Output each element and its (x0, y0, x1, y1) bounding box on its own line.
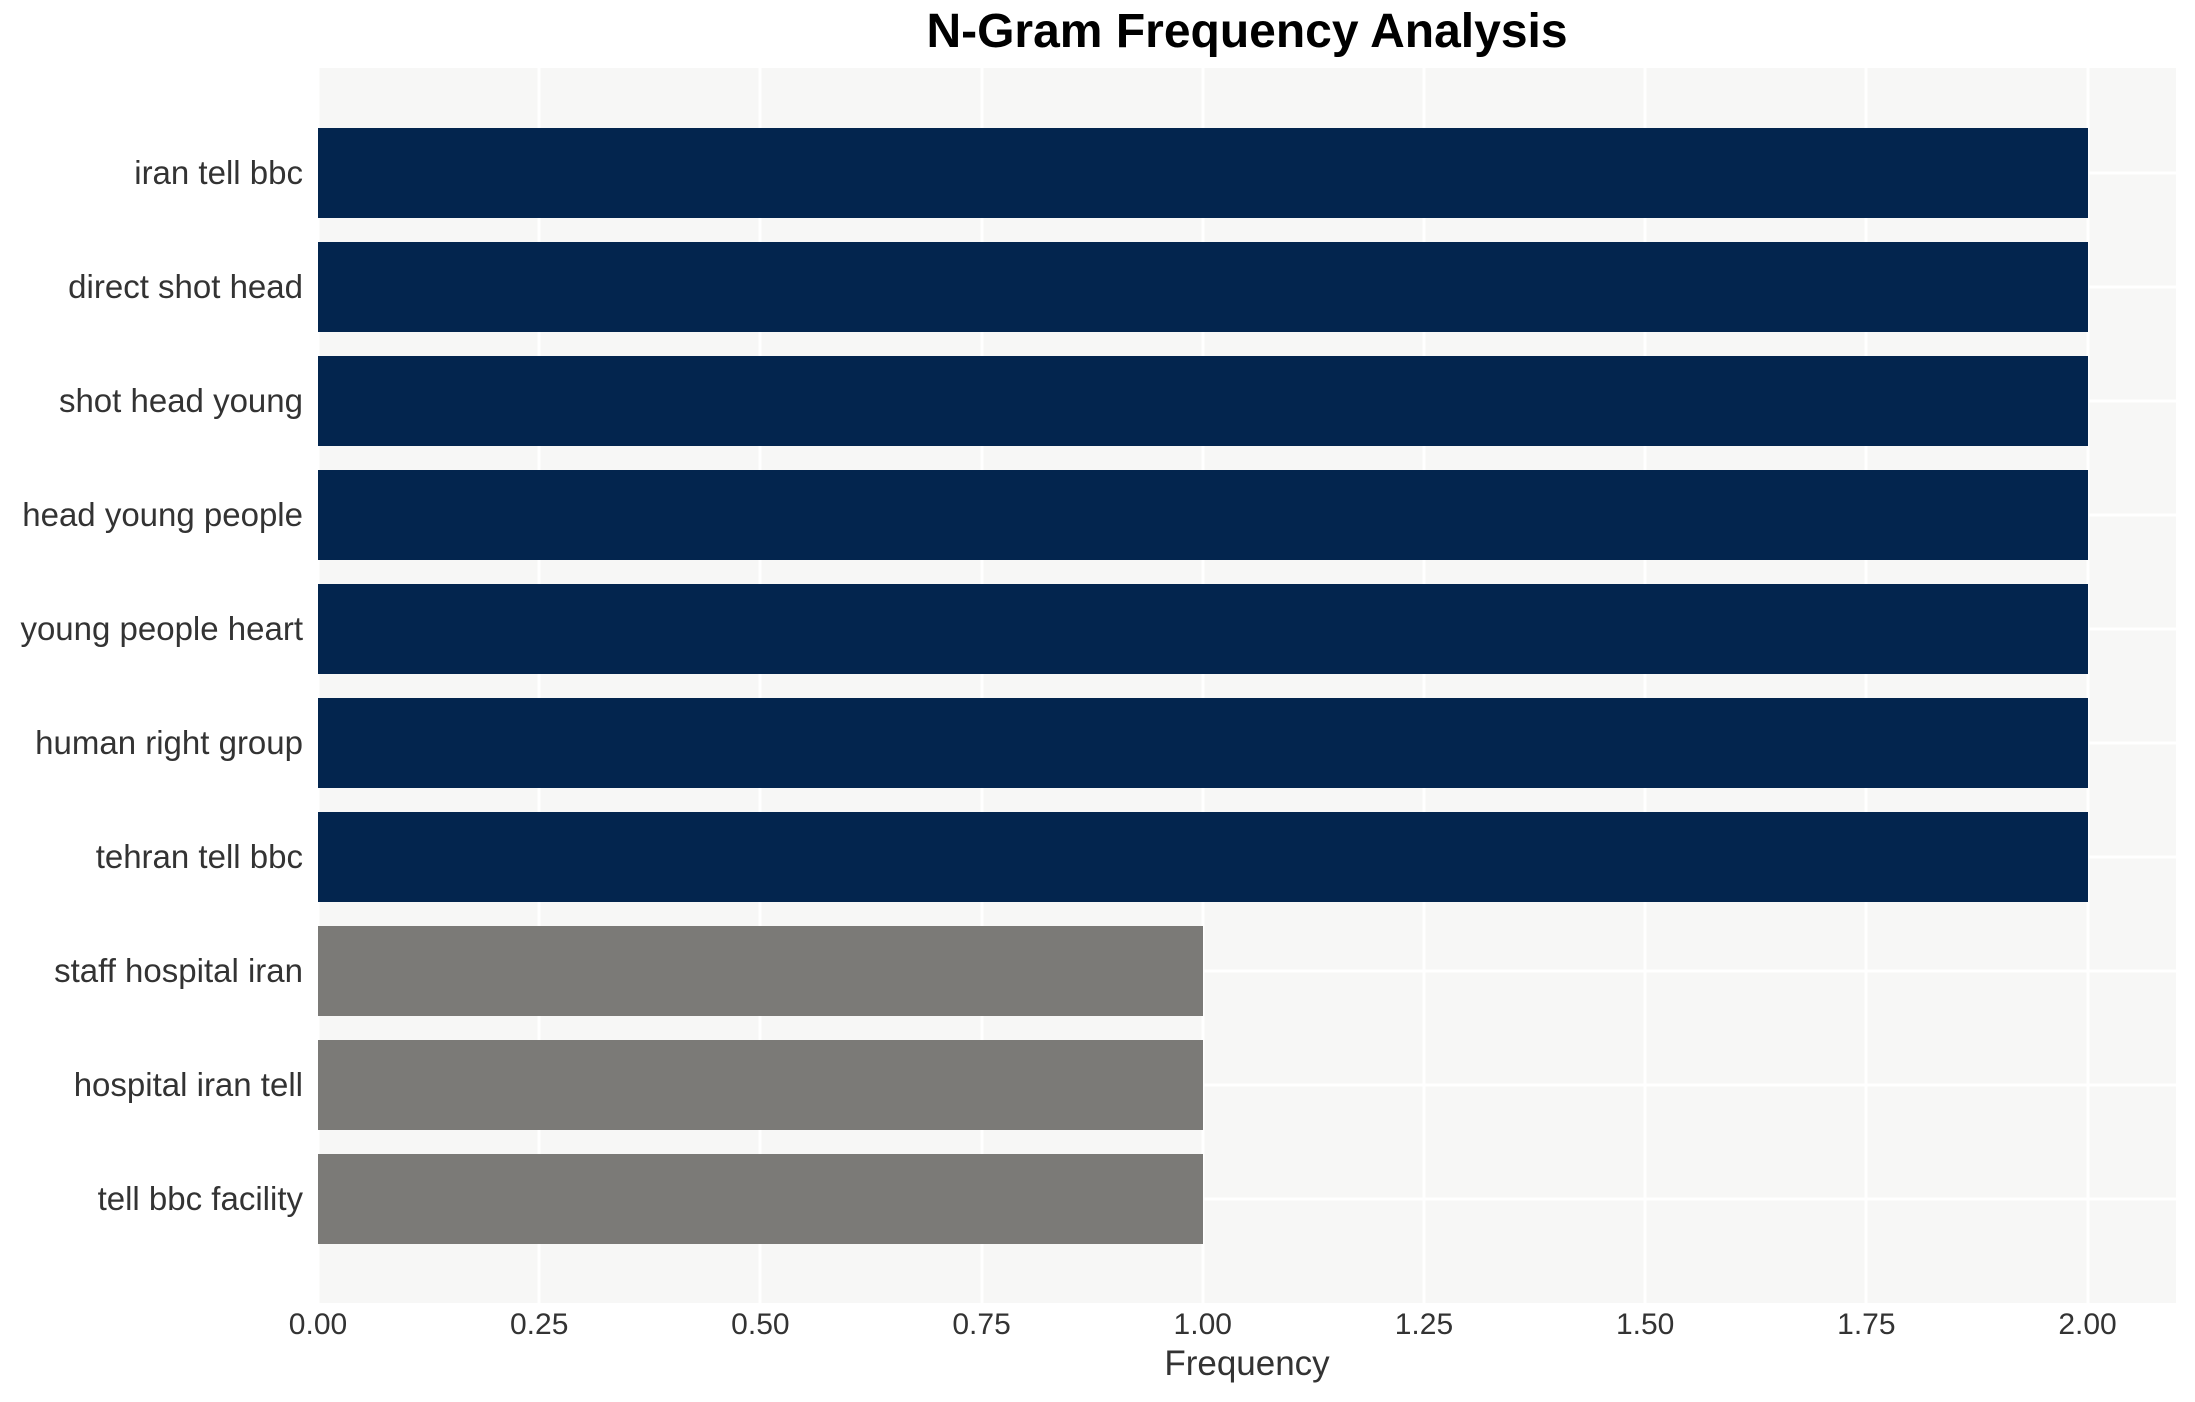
y-axis-label: staff hospital iran (54, 951, 303, 989)
bar (318, 127, 2088, 218)
grid-line-horizontal (318, 1197, 2176, 1200)
y-axis-label: tell bbc facility (97, 1179, 303, 1217)
bar (318, 1153, 1203, 1244)
y-axis-label: young people heart (20, 609, 303, 647)
x-axis-tick-label: 0.00 (288, 1308, 348, 1341)
bar-row (318, 572, 2176, 686)
bar (318, 583, 2088, 674)
grid-line-vertical (1864, 68, 1868, 1303)
y-axis-label: tehran tell bbc (95, 837, 303, 875)
grid-line-vertical (758, 68, 762, 1303)
x-axis-tick-label: 0.25 (509, 1308, 569, 1341)
bar-row (318, 686, 2176, 800)
grid-line-vertical (1201, 68, 1205, 1303)
grid-line-vertical (1422, 68, 1426, 1303)
x-axis-tick-label: 2.00 (2058, 1308, 2117, 1341)
bar (318, 1039, 1203, 1130)
x-axis-tick-label: 0.50 (731, 1308, 790, 1341)
bar-row (318, 458, 2176, 572)
x-axis-title: Frequency (1164, 1344, 1330, 1383)
bar-row (318, 800, 2176, 914)
bar-row (318, 1028, 2176, 1142)
grid-line-vertical (980, 68, 984, 1303)
bar (318, 811, 2088, 902)
y-axis-label: shot head young (58, 381, 303, 419)
bar (318, 355, 2088, 446)
y-axis-label: direct shot head (68, 267, 303, 305)
chart-title: N-Gram Frequency Analysis (926, 5, 1568, 58)
x-axis-tick-label: 1.75 (1837, 1308, 1896, 1341)
plot-area (316, 68, 2176, 1303)
grid-line-vertical (1643, 68, 1647, 1303)
grid-line-vertical (316, 68, 320, 1303)
bar-row (318, 344, 2176, 458)
grid-line-vertical (2086, 68, 2090, 1303)
y-axis-label: hospital iran tell (73, 1065, 303, 1103)
bar (318, 469, 2088, 560)
y-axis-label: human right group (35, 723, 303, 761)
grid-line-horizontal (318, 969, 2176, 972)
grid-line-horizontal (318, 1083, 2176, 1086)
bar-row (318, 1142, 2176, 1256)
x-axis-tick-label: 1.00 (1173, 1308, 1232, 1341)
x-axis-tick-label: 0.75 (952, 1308, 1011, 1341)
bar-row (318, 230, 2176, 344)
bar-row (318, 116, 2176, 230)
y-axis-labels: iran tell bbc direct shot head shot head y… (0, 68, 303, 1303)
bar (318, 925, 1203, 1016)
x-axis-tick-label: 1.50 (1615, 1308, 1675, 1341)
bar-rows (318, 68, 2176, 1303)
bar-row (318, 914, 2176, 1028)
y-axis-label: iran tell bbc (134, 153, 303, 191)
x-axis-tick-label: 1.25 (1394, 1308, 1454, 1341)
bar (318, 697, 2088, 788)
grid-line-vertical (537, 68, 541, 1303)
bar (318, 241, 2088, 332)
y-axis-label: head young people (22, 495, 303, 533)
